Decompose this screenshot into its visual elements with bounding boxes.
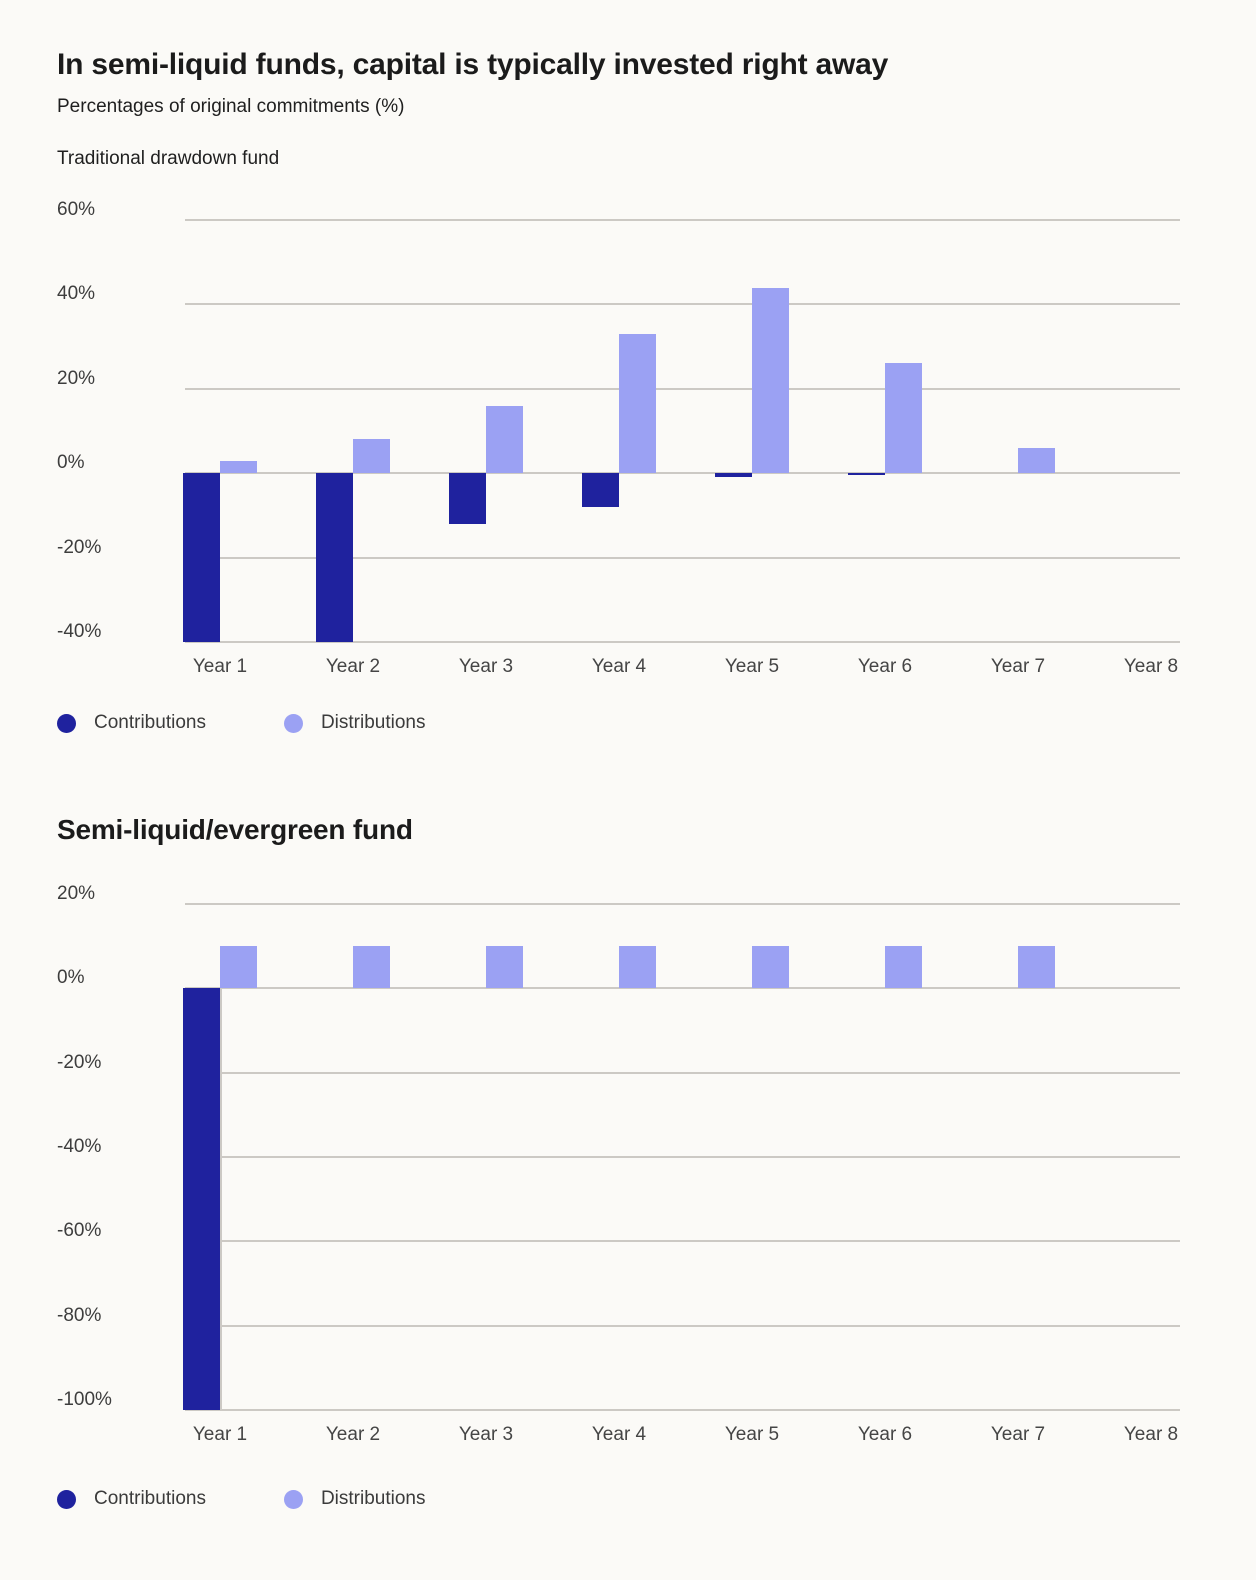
- y-tick-label: 60%: [57, 199, 96, 220]
- legend-semi-liquid-evergreen-fund: Contributions Distributions: [57, 1488, 426, 1510]
- x-axis-label-year-1: Year 1: [192, 1424, 248, 1445]
- bar-contributions-year-1: [183, 988, 220, 1410]
- bar-distributions-year-6: [885, 363, 922, 474]
- bar-distributions-year-5: [752, 287, 789, 474]
- bar-distributions-year-3: [486, 405, 523, 474]
- bar-distributions-year-4: [619, 333, 656, 474]
- gridline: [185, 303, 1180, 306]
- y-tick-label: 0%: [57, 967, 85, 989]
- legend-dot-distributions: [283, 713, 303, 733]
- chart-title-traditional-drawdown-fund: Traditional drawdown fund: [57, 148, 280, 169]
- bar-contributions-year-3: [449, 473, 486, 524]
- legend-dot-contributions: [57, 1489, 76, 1509]
- bar-distributions-year-1: [220, 946, 257, 989]
- x-axis-label-year-7: Year 7: [990, 656, 1046, 677]
- x-axis-label-year-3: Year 3: [458, 656, 514, 677]
- legend-label-distributions: Distributions: [320, 1488, 426, 1509]
- bar-chart-semi-liquid-evergreen-fund: 20% 0% -20% -40% -60% -80% -100% Year 1 Year 2 Ye…: [57, 883, 1180, 1464]
- x-axis-label-year-6: Year 6: [857, 1424, 913, 1445]
- x-axis-label-year-6: Year 6: [857, 656, 913, 677]
- bar-distributions-year-5: [752, 946, 789, 989]
- gridline: [185, 219, 1180, 221]
- x-axis-label-year-5: Year 5: [724, 1424, 780, 1445]
- x-axis-label-year-7: Year 7: [990, 1424, 1046, 1445]
- y-tick-label: -40%: [57, 1136, 102, 1157]
- bar-contributions-year-4: [582, 473, 619, 507]
- x-axis-label-year-3: Year 3: [458, 1424, 514, 1445]
- legend-dot-distributions: [283, 1489, 303, 1509]
- y-tick-label: 0%: [57, 452, 85, 474]
- bar-distributions-year-2: [353, 946, 390, 989]
- gridline: [185, 987, 1180, 990]
- y-tick-label: -60%: [57, 1220, 102, 1242]
- legend-traditional-drawdown-fund: Contributions Distributions: [57, 712, 426, 734]
- bar-distributions-year-7: [1018, 946, 1055, 989]
- gridline: [185, 556, 1180, 559]
- x-axis-label-year-8: Year 8: [1123, 1424, 1179, 1445]
- bar-distributions-year-4: [619, 946, 656, 989]
- y-tick-label: 20%: [57, 367, 96, 389]
- bar-distributions-year-2: [353, 439, 390, 474]
- legend-item-distributions: Distributions: [283, 1488, 426, 1510]
- gridline: [185, 472, 1180, 475]
- y-axis-spine: [220, 988, 222, 1410]
- x-axis-label-year-1: Year 1: [192, 656, 248, 677]
- gridline: [185, 903, 1180, 905]
- bar-contributions-year-6: [848, 473, 885, 476]
- bar-distributions-year-3: [486, 946, 523, 989]
- legend-item-contributions: Contributions: [57, 712, 206, 734]
- gridline: [185, 1071, 1180, 1074]
- x-axis-label-year-5: Year 5: [724, 656, 780, 677]
- y-tick-label: -100%: [57, 1389, 112, 1410]
- legend-dot-contributions: [57, 713, 76, 733]
- gridline: [185, 387, 1180, 390]
- y-tick-label: -20%: [57, 1051, 102, 1073]
- x-axis-label-year-2: Year 2: [325, 656, 381, 677]
- bar-distributions-year-1: [220, 460, 257, 474]
- bar-distributions-year-6: [885, 946, 922, 989]
- bar-contributions-year-1: [183, 473, 220, 642]
- page-title: In semi-liquid funds, capital is typical…: [57, 48, 889, 81]
- gridline: [185, 1156, 1180, 1158]
- gridline: [185, 1324, 1180, 1327]
- chart-title-semi-liquid-evergreen-fund: Semi-liquid/evergreen fund: [57, 814, 413, 845]
- gridline: [185, 1240, 1180, 1243]
- y-tick-label: 40%: [57, 283, 96, 305]
- x-axis-label-year-4: Year 4: [591, 1424, 647, 1445]
- gridline: [185, 641, 1180, 643]
- bar-contributions-year-5: [715, 473, 752, 478]
- legend-label-distributions: Distributions: [320, 712, 426, 733]
- legend-item-distributions: Distributions: [283, 712, 426, 734]
- bar-distributions-year-7: [1018, 447, 1055, 474]
- y-tick-label: -20%: [57, 536, 102, 558]
- page-subtitle: Percentages of original commitments (%): [57, 96, 405, 117]
- legend-label-contributions: Contributions: [94, 712, 206, 733]
- y-tick-label: 20%: [57, 883, 96, 904]
- gridline: [185, 1409, 1180, 1411]
- x-axis-label-year-2: Year 2: [325, 1424, 381, 1445]
- bar-contributions-year-2: [316, 473, 353, 642]
- legend-label-contributions: Contributions: [94, 1488, 206, 1509]
- x-axis-label-year-8: Year 8: [1123, 656, 1179, 677]
- bar-chart-traditional-drawdown-fund: 60% 40% 20% 0% -20% -40% Year 1 Year 2 Year 3 Yea…: [57, 199, 1180, 700]
- y-tick-label: -80%: [57, 1304, 102, 1326]
- y-tick-label: -40%: [57, 621, 102, 642]
- x-axis-label-year-4: Year 4: [591, 656, 647, 677]
- legend-item-contributions: Contributions: [57, 1488, 206, 1510]
